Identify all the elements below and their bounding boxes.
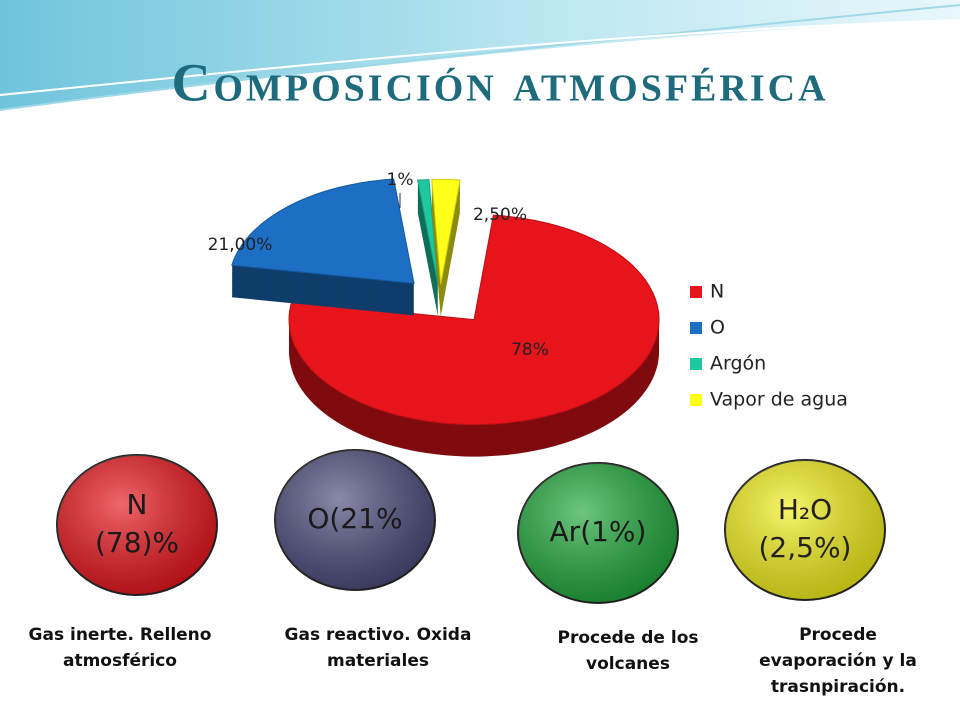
note-text: atmosférico [63, 651, 177, 671]
bubble-text: Ar(1%) [550, 515, 647, 548]
note-text: volcanes [586, 654, 670, 674]
pie-slice [431, 178, 461, 285]
bubbles: N (78)% O(21% Ar(1%) H₂O (2,5%) [56, 449, 886, 604]
slice-side [417, 195, 438, 301]
slice-side [417, 185, 438, 291]
legend-swatch [690, 286, 702, 298]
note-text: materiales [327, 651, 429, 671]
bubble-shine [725, 460, 885, 600]
pie-slice [231, 178, 415, 284]
data-label: 78% [511, 340, 549, 360]
bubble-text: N [127, 488, 148, 521]
bubble-text: O(21% [307, 502, 402, 535]
slice-side [417, 203, 438, 309]
note-text: Gas reactivo. Oxida [285, 625, 472, 645]
legend-label: O [710, 317, 725, 339]
pie-slice [417, 179, 439, 285]
slice-side [417, 207, 438, 313]
legend-label: N [710, 281, 724, 303]
slice-side [417, 209, 438, 315]
slice-side [417, 183, 438, 289]
notes: Gas inerte. Relleno atmosférico Gas reacti… [29, 625, 917, 697]
note-text: Gas inerte. Relleno [29, 625, 212, 645]
legend-swatch [690, 394, 702, 406]
header-wave [0, 0, 960, 110]
bubble-text: (78)% [95, 526, 179, 559]
legend-label: Argón [710, 353, 766, 375]
data-label: 2,50% [473, 205, 527, 225]
slice-side [417, 205, 438, 311]
bubble-text: (2,5%) [759, 531, 852, 564]
slice-side [417, 211, 438, 317]
legend-swatch [690, 358, 702, 370]
slice-side [417, 193, 438, 299]
slice-side [417, 191, 438, 297]
bubble-shine [57, 455, 217, 595]
legend-label: Vapor de agua [710, 389, 848, 411]
slide-title: Composición atmosférica [171, 52, 828, 112]
bubble-shine [275, 450, 435, 590]
data-label: 21,00% [208, 235, 273, 255]
bubble-text: H₂O [778, 493, 832, 526]
note-text: trasnpiración. [771, 677, 905, 697]
wave-line [0, 4, 960, 111]
note-text: Procede de los [558, 628, 699, 648]
slice-side [417, 197, 438, 303]
slice-side [417, 189, 438, 295]
pie-slice [288, 214, 660, 426]
slice-side [417, 201, 438, 307]
legend: NO Argón Vapor de agua [690, 281, 848, 411]
pie-chart: 78% 21,00% 1% 2,50% [208, 170, 660, 457]
slice-side [417, 187, 438, 293]
note-text: Procede [799, 625, 877, 645]
data-label: 1% [387, 170, 414, 190]
legend-swatch [690, 322, 702, 334]
wave-line [0, 19, 960, 96]
slice-side [417, 199, 438, 305]
bubble-shine [518, 463, 678, 603]
note-text: evaporación y la [759, 651, 917, 671]
